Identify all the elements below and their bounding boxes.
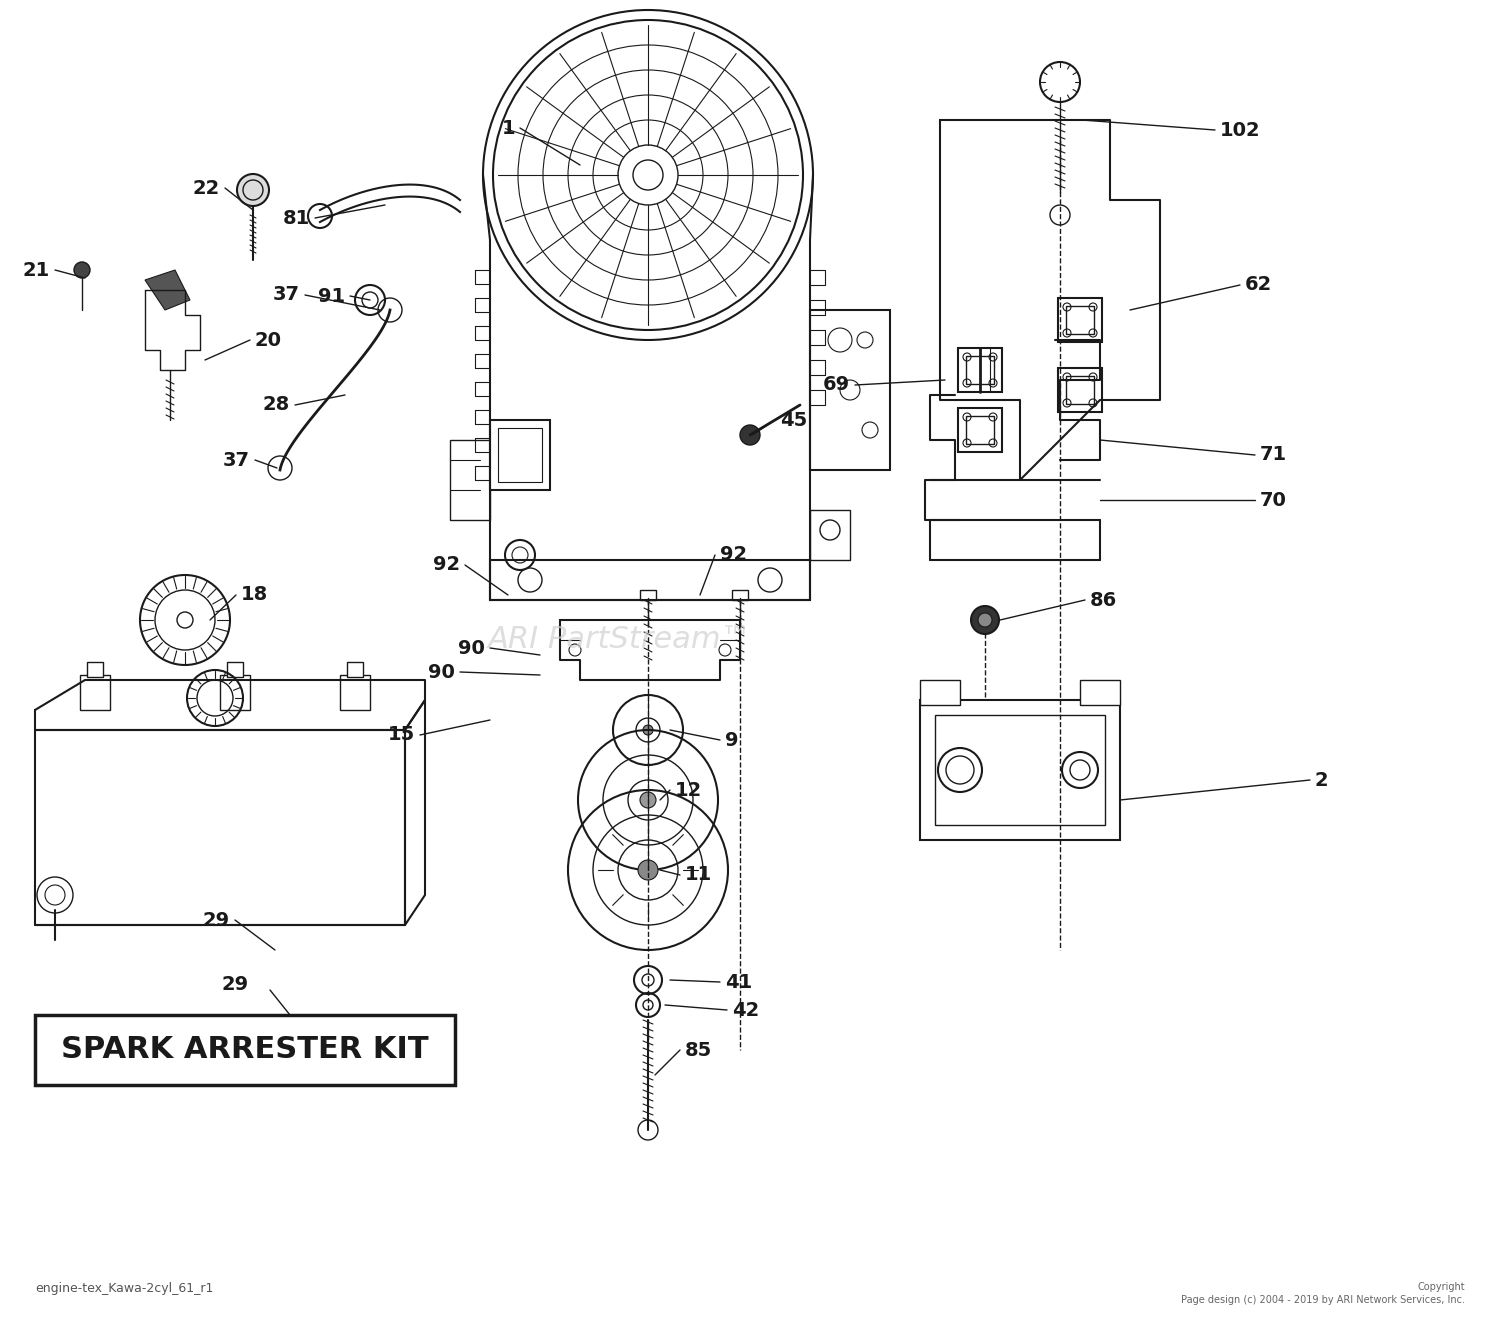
- Text: SPARK ARRESTER KIT: SPARK ARRESTER KIT: [62, 1035, 429, 1065]
- Bar: [490, 420, 550, 490]
- Bar: [934, 715, 1106, 824]
- Bar: [920, 700, 1120, 840]
- Bar: [958, 348, 1002, 392]
- Text: 20: 20: [255, 331, 282, 350]
- Text: 69: 69: [824, 375, 850, 395]
- Text: 81: 81: [282, 208, 310, 228]
- Bar: [498, 428, 542, 482]
- Bar: [1058, 297, 1102, 342]
- Text: 9: 9: [724, 731, 738, 750]
- Bar: [1058, 368, 1102, 412]
- Bar: [450, 440, 491, 520]
- Circle shape: [644, 724, 652, 735]
- Text: Copyright
Page design (c) 2004 - 2019 by ARI Network Services, Inc.: Copyright Page design (c) 2004 - 2019 by…: [1180, 1282, 1466, 1305]
- Bar: [1066, 376, 1094, 404]
- Bar: [640, 590, 656, 600]
- Text: 15: 15: [387, 726, 416, 744]
- Text: 37: 37: [273, 285, 300, 304]
- Bar: [920, 680, 960, 704]
- Circle shape: [970, 606, 999, 634]
- Text: ARI PartStream™: ARI PartStream™: [488, 626, 752, 655]
- Polygon shape: [146, 269, 190, 309]
- Text: 37: 37: [224, 451, 251, 470]
- Text: 91: 91: [318, 287, 345, 305]
- Text: 1: 1: [501, 119, 515, 137]
- Text: 18: 18: [242, 586, 268, 604]
- Text: 12: 12: [675, 780, 702, 799]
- Text: 62: 62: [1245, 276, 1272, 295]
- Circle shape: [74, 261, 90, 277]
- Text: engine-tex_Kawa-2cyl_61_r1: engine-tex_Kawa-2cyl_61_r1: [34, 1282, 213, 1295]
- Bar: [490, 560, 810, 600]
- Bar: [966, 356, 994, 384]
- Bar: [732, 590, 748, 600]
- Text: 90: 90: [427, 663, 454, 682]
- Text: 2: 2: [1316, 771, 1329, 790]
- Text: 85: 85: [686, 1041, 712, 1059]
- Text: 102: 102: [1220, 120, 1260, 140]
- Text: 28: 28: [262, 395, 290, 415]
- Text: 29: 29: [202, 911, 229, 930]
- Text: 71: 71: [1260, 446, 1287, 464]
- Text: 70: 70: [1260, 491, 1287, 510]
- Bar: [958, 408, 1002, 452]
- Circle shape: [740, 426, 760, 446]
- Text: 22: 22: [192, 179, 220, 197]
- Bar: [80, 675, 110, 710]
- Bar: [346, 662, 363, 676]
- Bar: [226, 662, 243, 676]
- Circle shape: [978, 614, 992, 627]
- Text: 45: 45: [780, 411, 807, 430]
- Circle shape: [237, 173, 268, 205]
- Text: 92: 92: [720, 546, 747, 564]
- Text: 86: 86: [1090, 591, 1118, 610]
- Bar: [966, 416, 994, 444]
- Bar: [810, 309, 889, 470]
- Text: 90: 90: [458, 639, 484, 658]
- Bar: [220, 675, 251, 710]
- Text: 11: 11: [686, 866, 712, 884]
- Bar: [340, 675, 370, 710]
- Text: 21: 21: [22, 260, 50, 280]
- Text: 41: 41: [724, 972, 752, 991]
- Text: 29: 29: [222, 975, 249, 995]
- Bar: [1080, 680, 1120, 704]
- Bar: [34, 1015, 454, 1085]
- Text: 42: 42: [732, 1000, 759, 1019]
- Circle shape: [640, 792, 656, 808]
- Bar: [1066, 305, 1094, 334]
- Bar: [87, 662, 104, 676]
- Text: 92: 92: [433, 555, 460, 575]
- Circle shape: [638, 860, 658, 880]
- Bar: [810, 510, 850, 560]
